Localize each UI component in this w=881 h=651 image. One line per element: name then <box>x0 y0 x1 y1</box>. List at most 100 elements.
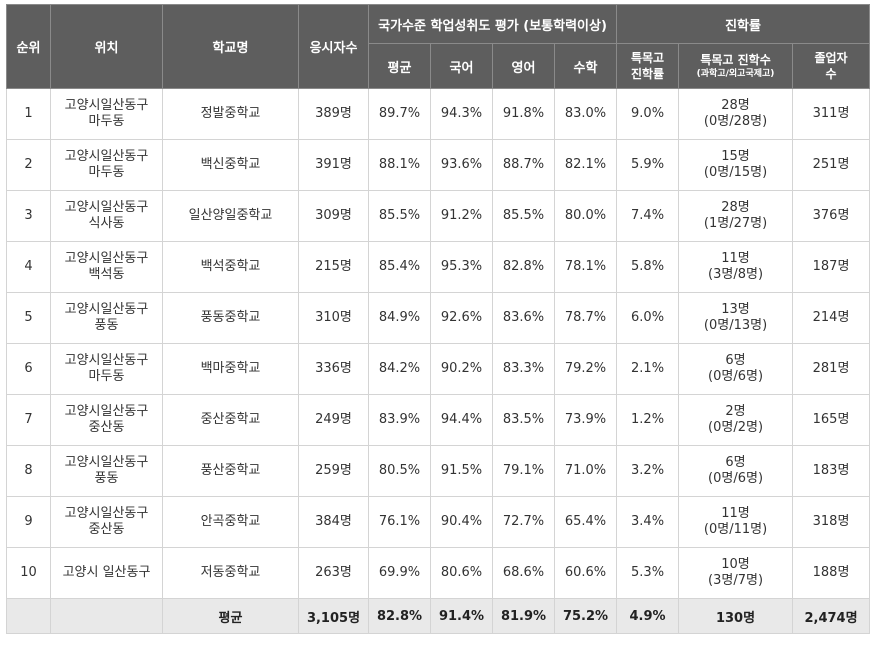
korean-cell: 91.2% <box>430 190 493 242</box>
examinees-cell: 336명 <box>298 343 369 395</box>
table-row: 6 고양시일산동구 마두동 백마중학교 336명 84.2% 90.2% 83.3% 79.2%… <box>6 343 871 395</box>
special-count-detail: (3명/8명) <box>708 267 764 282</box>
location-district: 고양시일산동구 <box>64 200 149 215</box>
math-cell: 73.9% <box>553 394 618 446</box>
footer-special-rate: 4.9% <box>616 598 680 634</box>
rank-cell: 6 <box>6 343 51 395</box>
location-cell: 고양시일산동구 마두동 <box>50 88 163 140</box>
school-ranking-table: 순위 위치 학교명 응시자수 국가수준 학업성취도 평가 (보통학력이상) 진학… <box>6 4 871 634</box>
math-cell: 83.0% <box>553 88 618 140</box>
school-name-cell: 안곡중학교 <box>162 496 299 548</box>
header-math: 수학 <box>553 43 618 89</box>
korean-cell: 94.3% <box>430 88 493 140</box>
location-district: 고양시일산동구 <box>64 98 149 113</box>
header-location: 위치 <box>50 4 163 89</box>
school-name-cell: 저동중학교 <box>162 547 299 599</box>
location-dong: 마두동 <box>88 165 125 180</box>
examinees-cell: 215명 <box>298 241 369 293</box>
special-count-cell: 11명 (3명/8명) <box>678 241 794 293</box>
location-district: 고양시일산동구 <box>64 455 149 470</box>
header-special-count-label: 특목고 진학수 <box>700 53 771 67</box>
location-cell: 고양시일산동구 중산동 <box>50 496 163 548</box>
graduates-cell: 318명 <box>792 496 871 548</box>
school-name-cell: 중산중학교 <box>162 394 299 446</box>
table-body: 1 고양시일산동구 마두동 정발중학교 389명 89.7% 94.3% 91.8% 83.0%… <box>6 88 871 599</box>
table-row: 8 고양시일산동구 풍동 풍산중학교 259명 80.5% 91.5% 79.1% 71.0% 3… <box>6 445 871 497</box>
table-row: 2 고양시일산동구 마두동 백신중학교 391명 88.1% 93.6% 88.7% 82.1%… <box>6 139 871 191</box>
header-national-assessment: 국가수준 학업성취도 평가 (보통학력이상) <box>367 4 618 44</box>
examinees-cell: 391명 <box>298 139 369 191</box>
korean-cell: 90.2% <box>430 343 493 395</box>
special-count-cell: 28명 (0명/28명) <box>678 88 794 140</box>
math-cell: 82.1% <box>553 139 618 191</box>
location-dong: 마두동 <box>88 114 125 129</box>
school-name-cell: 백신중학교 <box>162 139 299 191</box>
special-count-detail: (0명/6명) <box>708 369 764 384</box>
english-cell: 88.7% <box>492 139 555 191</box>
rank-cell: 7 <box>6 394 51 446</box>
special-count-total: 15명 <box>721 149 750 164</box>
english-cell: 68.6% <box>492 547 555 599</box>
location-cell: 고양시일산동구 백석동 <box>50 241 163 293</box>
school-ranking-table-container: 순위 위치 학교명 응시자수 국가수준 학업성취도 평가 (보통학력이상) 진학… <box>6 4 871 634</box>
special-count-detail: (0명/28명) <box>703 114 768 129</box>
math-cell: 65.4% <box>553 496 618 548</box>
special-count-detail: (0명/11명) <box>703 522 768 537</box>
english-cell: 91.8% <box>492 88 555 140</box>
special-rate-cell: 5.3% <box>616 547 680 599</box>
math-cell: 80.0% <box>553 190 618 242</box>
rank-cell: 3 <box>6 190 51 242</box>
header-graduates-line1: 졸업자 <box>814 51 848 65</box>
school-name-cell: 백마중학교 <box>162 343 299 395</box>
special-count-detail: (0명/15명) <box>703 165 768 180</box>
location-district: 고양시일산동구 <box>64 353 149 368</box>
location-cell: 고양시 일산동구 <box>50 547 163 599</box>
special-rate-cell: 3.4% <box>616 496 680 548</box>
average-cell: 76.1% <box>368 496 431 548</box>
english-cell: 83.3% <box>492 343 555 395</box>
header-english: 영어 <box>492 43 555 89</box>
table-header: 순위 위치 학교명 응시자수 국가수준 학업성취도 평가 (보통학력이상) 진학… <box>6 4 871 89</box>
rank-cell: 2 <box>6 139 51 191</box>
special-count-total: 28명 <box>721 98 750 113</box>
math-cell: 78.1% <box>553 241 618 293</box>
header-graduates-line2: 수 <box>825 67 837 81</box>
special-count-detail: (1명/27명) <box>703 216 768 231</box>
english-cell: 72.7% <box>492 496 555 548</box>
school-name-cell: 정발중학교 <box>162 88 299 140</box>
location-district: 고양시 일산동구 <box>62 565 151 580</box>
header-graduates: 졸업자 수 <box>792 43 871 89</box>
header-special-count-sub: (과학고/외고국제고) <box>696 69 775 79</box>
special-count-cell: 11명 (0명/11명) <box>678 496 794 548</box>
examinees-cell: 310명 <box>298 292 369 344</box>
header-rank: 순위 <box>6 4 51 89</box>
footer-examinees: 3,105명 <box>298 598 369 634</box>
table-row: 9 고양시일산동구 중산동 안곡중학교 384명 76.1% 90.4% 72.7% 65.4%… <box>6 496 871 548</box>
footer-graduates: 2,474명 <box>792 598 871 634</box>
special-count-cell: 10명 (3명/7명) <box>678 547 794 599</box>
special-count-detail: (0명/6명) <box>708 471 764 486</box>
rank-cell: 4 <box>6 241 51 293</box>
school-name-cell: 풍산중학교 <box>162 445 299 497</box>
math-cell: 78.7% <box>553 292 618 344</box>
location-dong: 풍동 <box>94 471 119 486</box>
average-cell: 84.2% <box>368 343 431 395</box>
special-count-total: 11명 <box>721 506 750 521</box>
location-cell: 고양시일산동구 식사동 <box>50 190 163 242</box>
footer-special-count: 130명 <box>678 598 794 634</box>
graduates-cell: 188명 <box>792 547 871 599</box>
footer-empty-rank <box>6 598 51 634</box>
math-cell: 60.6% <box>553 547 618 599</box>
special-count-cell: 2명 (0명/2명) <box>678 394 794 446</box>
footer-average: 82.8% <box>368 598 431 634</box>
location-dong: 식사동 <box>88 216 125 231</box>
special-count-total: 10명 <box>721 557 750 572</box>
math-cell: 79.2% <box>553 343 618 395</box>
graduates-cell: 376명 <box>792 190 871 242</box>
average-cell: 85.4% <box>368 241 431 293</box>
english-cell: 82.8% <box>492 241 555 293</box>
rank-cell: 5 <box>6 292 51 344</box>
average-cell: 88.1% <box>368 139 431 191</box>
special-rate-cell: 3.2% <box>616 445 680 497</box>
special-count-total: 2명 <box>725 404 746 419</box>
